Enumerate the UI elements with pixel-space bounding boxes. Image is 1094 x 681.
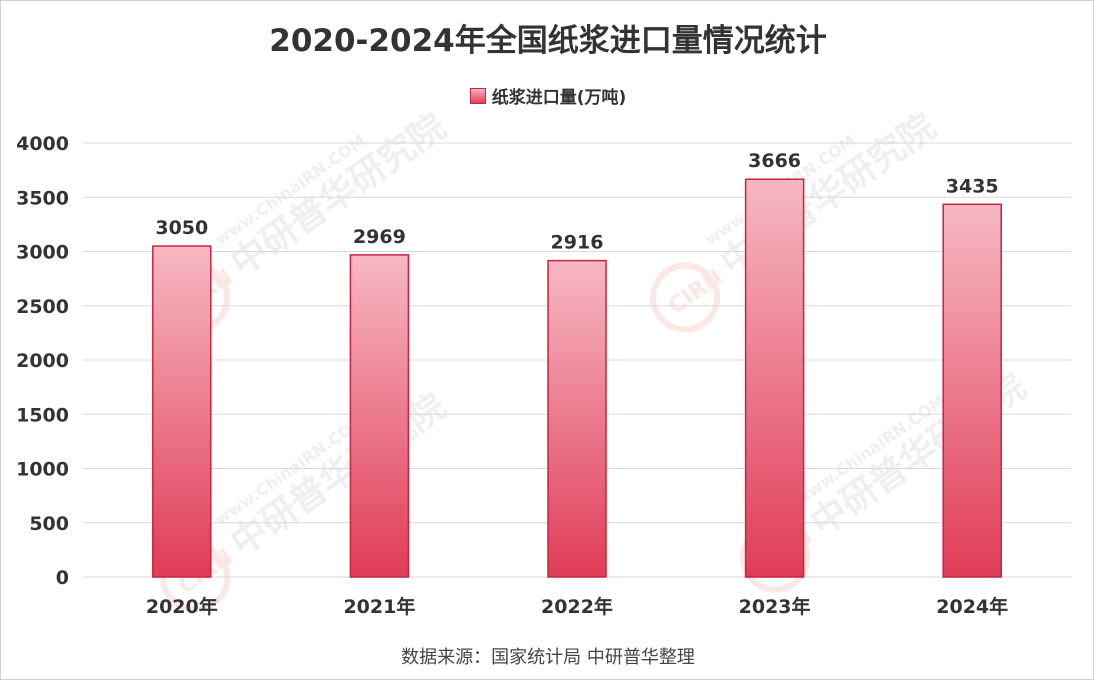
- y-tick-label: 1000: [16, 459, 69, 481]
- bar: [547, 259, 607, 578]
- x-tick-label: 2023年: [739, 595, 811, 618]
- x-tick-label: 2024年: [936, 595, 1008, 618]
- bar: [744, 178, 805, 578]
- bar: [349, 254, 410, 578]
- y-tick-label: 2500: [16, 296, 69, 318]
- bar-value-label: 3050: [155, 217, 208, 239]
- y-tick-label: 3000: [16, 242, 69, 264]
- data-labels: 3050 2969 2916 3666 3435: [155, 150, 998, 253]
- bar: [942, 203, 1002, 578]
- y-axis-ticks: 0 500 1000 1500 2000 2500 3000 3500 4000: [16, 133, 69, 589]
- x-tick-label: 2020年: [146, 595, 218, 618]
- chart-legend: 纸浆进口量(万吨): [1, 83, 1094, 108]
- watermark-name: 中研普华研究院: [223, 386, 453, 564]
- x-tick-label: 2021年: [343, 595, 415, 618]
- chart-title: 2020-2024年全国纸浆进口量情况统计: [269, 23, 827, 59]
- y-tick-label: 4000: [16, 133, 69, 155]
- watermark-logo-ring: [650, 262, 721, 333]
- y-tick-label: 1500: [16, 404, 69, 426]
- bar-series: [152, 178, 1002, 578]
- y-tick-label: 3500: [16, 187, 69, 209]
- legend-swatch: [469, 87, 486, 104]
- y-tick-label: 500: [29, 513, 69, 535]
- y-tick-label: 2000: [16, 350, 69, 372]
- bar-value-label: 2916: [551, 232, 604, 254]
- bar: [152, 245, 212, 578]
- y-tick-label: 0: [56, 567, 69, 589]
- bar-value-label: 3435: [946, 175, 999, 197]
- watermark-name: 中研普华研究院: [223, 106, 453, 284]
- bar-value-label: 3666: [748, 150, 801, 172]
- source-note: 数据来源：国家统计局 中研普华整理: [401, 647, 695, 668]
- x-axis-ticks: 2020年 2021年 2022年 2023年 2024年: [146, 595, 1008, 618]
- legend-label: 纸浆进口量(万吨): [491, 88, 627, 108]
- x-tick-label: 2022年: [541, 595, 613, 618]
- bar-value-label: 2969: [353, 226, 406, 248]
